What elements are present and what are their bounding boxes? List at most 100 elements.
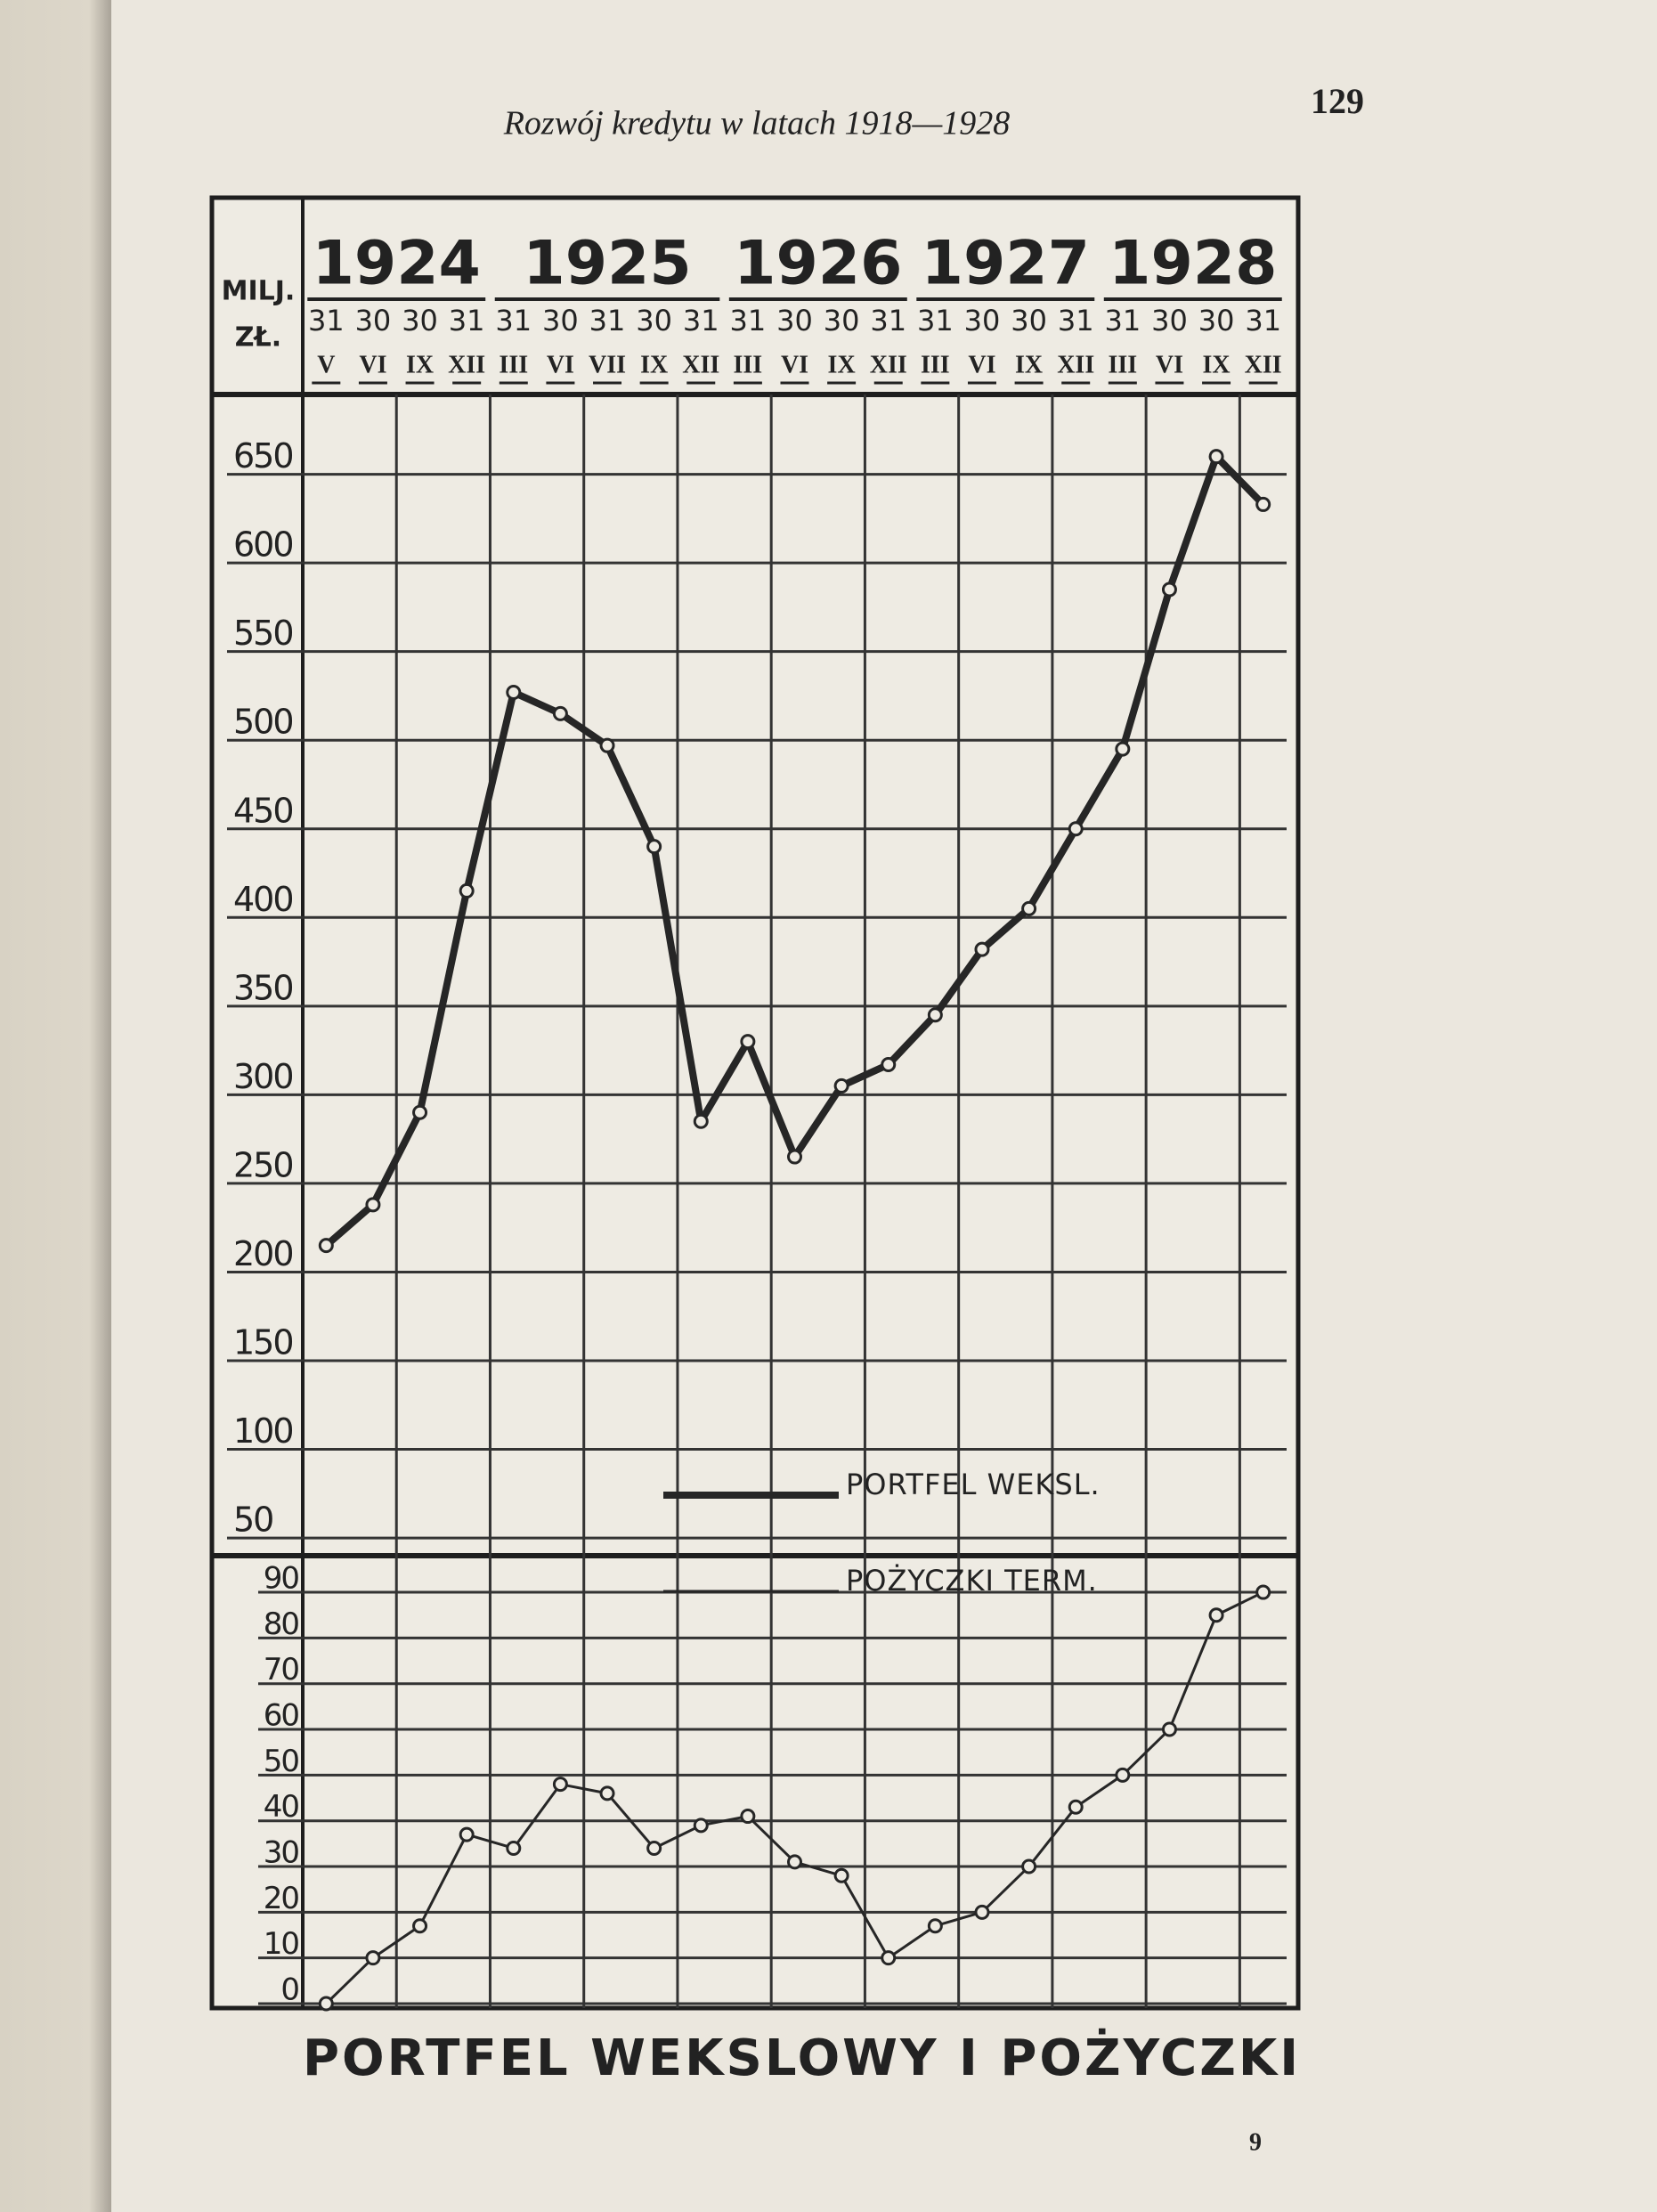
month-label: IX <box>640 351 668 378</box>
data-point <box>459 882 475 899</box>
data-point <box>1021 900 1037 916</box>
month-label: IX <box>1203 351 1231 378</box>
month-label: VII <box>589 351 626 378</box>
y2-tick-label: 20 <box>264 1881 299 1916</box>
y-tick-label: 400 <box>233 880 293 919</box>
y-tick-label: 450 <box>233 791 293 830</box>
data-point <box>693 1113 709 1129</box>
day-label: 31 <box>1245 304 1281 337</box>
data-point <box>787 1854 802 1870</box>
day-label: 30 <box>776 304 813 337</box>
day-label: 30 <box>1151 304 1188 337</box>
day-label: 31 <box>495 304 532 337</box>
month-label: VI <box>359 351 386 378</box>
data-point <box>693 1818 709 1834</box>
y2-tick-label: 70 <box>264 1652 299 1687</box>
month-label: III <box>921 351 950 378</box>
day-label: 31 <box>870 304 906 337</box>
month-label: IX <box>1015 351 1043 378</box>
y2-tick-label: 80 <box>264 1606 299 1642</box>
month-label: XII <box>870 351 907 378</box>
data-point <box>1255 1584 1271 1600</box>
page-header: Rozwój kredytu w latach 1918—1928 <box>503 105 1011 142</box>
day-label: 31 <box>589 304 626 337</box>
chart-frame <box>209 195 1301 2011</box>
data-point <box>599 737 615 753</box>
y-tick-label: 50 <box>233 1500 272 1540</box>
data-point <box>740 1034 756 1050</box>
data-point <box>1115 1767 1131 1783</box>
data-point <box>974 1904 990 1920</box>
data-point <box>552 705 568 721</box>
y2-tick-label: 40 <box>264 1789 299 1825</box>
day-label: 30 <box>964 304 1001 337</box>
month-label: III <box>499 351 528 378</box>
data-point <box>365 1950 381 1966</box>
page-number: 129 <box>1311 81 1364 121</box>
year-label: 1926 <box>734 229 902 299</box>
year-label: 1927 <box>922 229 1090 299</box>
day-label: 31 <box>308 304 345 337</box>
data-point <box>1161 1721 1177 1737</box>
month-label: XII <box>1245 351 1282 378</box>
legend-label: PORTFEL WEKSL. <box>846 1468 1101 1501</box>
data-point <box>1208 449 1224 465</box>
day-label: 30 <box>542 304 579 337</box>
data-point <box>1161 581 1177 598</box>
data-point <box>552 1777 568 1793</box>
day-label: 30 <box>636 304 672 337</box>
month-label: VI <box>968 351 995 378</box>
day-label: 30 <box>824 304 860 337</box>
y-tick-label: 150 <box>233 1323 293 1362</box>
data-point <box>318 1996 334 2012</box>
signature: 9 <box>1249 2128 1262 2156</box>
data-point <box>833 1078 849 1094</box>
y-label: ZŁ. <box>235 322 281 354</box>
month-label: IX <box>406 351 434 378</box>
month-label: XII <box>682 351 719 378</box>
y-tick-label: 250 <box>233 1145 293 1184</box>
day-label: 30 <box>1198 304 1235 337</box>
month-label: III <box>1108 351 1137 378</box>
y-tick-label: 300 <box>233 1057 293 1096</box>
data-point <box>412 1918 428 1934</box>
day-label: 31 <box>917 304 954 337</box>
day-label: 30 <box>355 304 392 337</box>
y2-tick-label: 0 <box>280 1972 298 2008</box>
data-point <box>1255 496 1271 512</box>
day-label: 31 <box>1058 304 1094 337</box>
month-label: V <box>317 351 335 378</box>
y2-tick-label: 90 <box>264 1561 299 1597</box>
data-point <box>927 1007 943 1023</box>
data-point <box>927 1918 943 1934</box>
data-point <box>1115 741 1131 757</box>
month-label: IX <box>828 351 856 378</box>
data-point <box>1068 821 1084 837</box>
data-point <box>1208 1607 1224 1623</box>
y-label: MILJ. <box>222 276 296 307</box>
data-point <box>974 941 990 957</box>
month-label: VI <box>1156 351 1183 378</box>
month-label: III <box>734 351 763 378</box>
year-label: 1925 <box>523 229 691 299</box>
y2-tick-label: 30 <box>264 1835 299 1871</box>
day-label: 31 <box>449 304 485 337</box>
y2-tick-label: 10 <box>264 1926 299 1962</box>
month-label: VI <box>781 351 808 378</box>
data-point <box>412 1104 428 1120</box>
y-tick-label: 650 <box>233 436 293 476</box>
day-label: 30 <box>402 304 438 337</box>
day-label: 31 <box>1104 304 1141 337</box>
y-tick-label: 200 <box>233 1234 293 1273</box>
y-tick-label: 550 <box>233 614 293 653</box>
y-tick-label: 100 <box>233 1411 293 1451</box>
data-point <box>1021 1858 1037 1875</box>
day-label: 31 <box>683 304 719 337</box>
data-point <box>646 1840 662 1856</box>
data-point <box>365 1197 381 1213</box>
data-point <box>599 1785 615 1801</box>
year-label: 1924 <box>313 229 481 299</box>
year-label: 1928 <box>1109 229 1277 299</box>
month-label: XII <box>448 351 485 378</box>
